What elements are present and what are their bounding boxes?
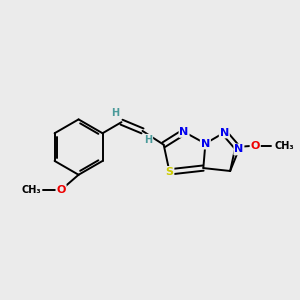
Text: H: H (112, 108, 120, 118)
Text: N: N (234, 144, 244, 154)
Text: S: S (166, 167, 173, 177)
Text: H: H (144, 135, 152, 145)
Text: O: O (56, 185, 66, 195)
Text: N: N (201, 139, 210, 148)
Text: O: O (250, 141, 260, 151)
Text: N: N (179, 127, 189, 137)
Text: CH₃: CH₃ (274, 141, 294, 151)
Text: N: N (220, 128, 229, 137)
Text: CH₃: CH₃ (21, 185, 41, 195)
